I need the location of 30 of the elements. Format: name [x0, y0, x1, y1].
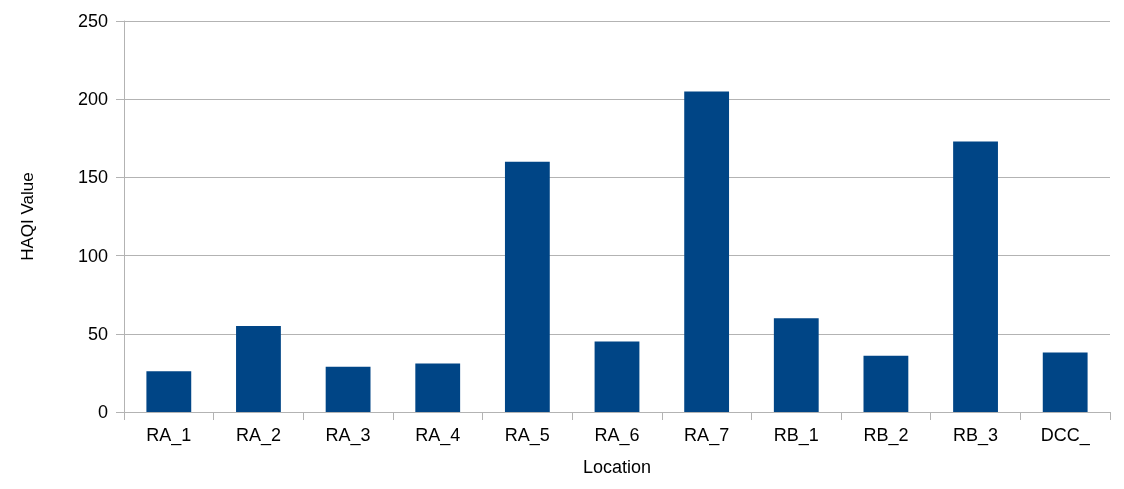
x-tick-label: RA_3 [325, 425, 371, 446]
bar [236, 325, 281, 412]
bar [953, 141, 998, 412]
x-tick-label: RA_2 [235, 425, 281, 446]
x-tick-label: RA_1 [146, 425, 192, 446]
x-tick-label: RA_6 [594, 425, 640, 446]
bar [1042, 352, 1088, 412]
bar [146, 371, 192, 412]
bar [504, 161, 550, 412]
y-tick-label: 100 [77, 245, 108, 266]
y-tick-label: 150 [77, 167, 108, 188]
bar [684, 91, 730, 412]
x-tick-label: DCC_ [1040, 425, 1091, 446]
y-axis-title: HAQI Value [18, 172, 37, 261]
bar [773, 318, 819, 412]
bar [415, 363, 461, 412]
x-tick-label: RB_2 [863, 425, 909, 446]
y-tick-label: 200 [77, 89, 108, 110]
x-tick-label: RA_4 [415, 425, 461, 446]
bar [594, 341, 640, 412]
x-tick-label: RA_5 [504, 425, 550, 446]
x-axis-title: Location [582, 457, 652, 477]
y-tick-label: 50 [87, 323, 108, 344]
x-tick-label: RA_7 [684, 425, 730, 446]
bar [863, 355, 909, 412]
y-tick-label: 250 [77, 11, 108, 31]
y-tick-label: 0 [97, 402, 108, 422]
x-tick-label: RB_1 [773, 425, 819, 446]
x-tick-label: RB_3 [953, 425, 999, 446]
bar [325, 366, 371, 412]
